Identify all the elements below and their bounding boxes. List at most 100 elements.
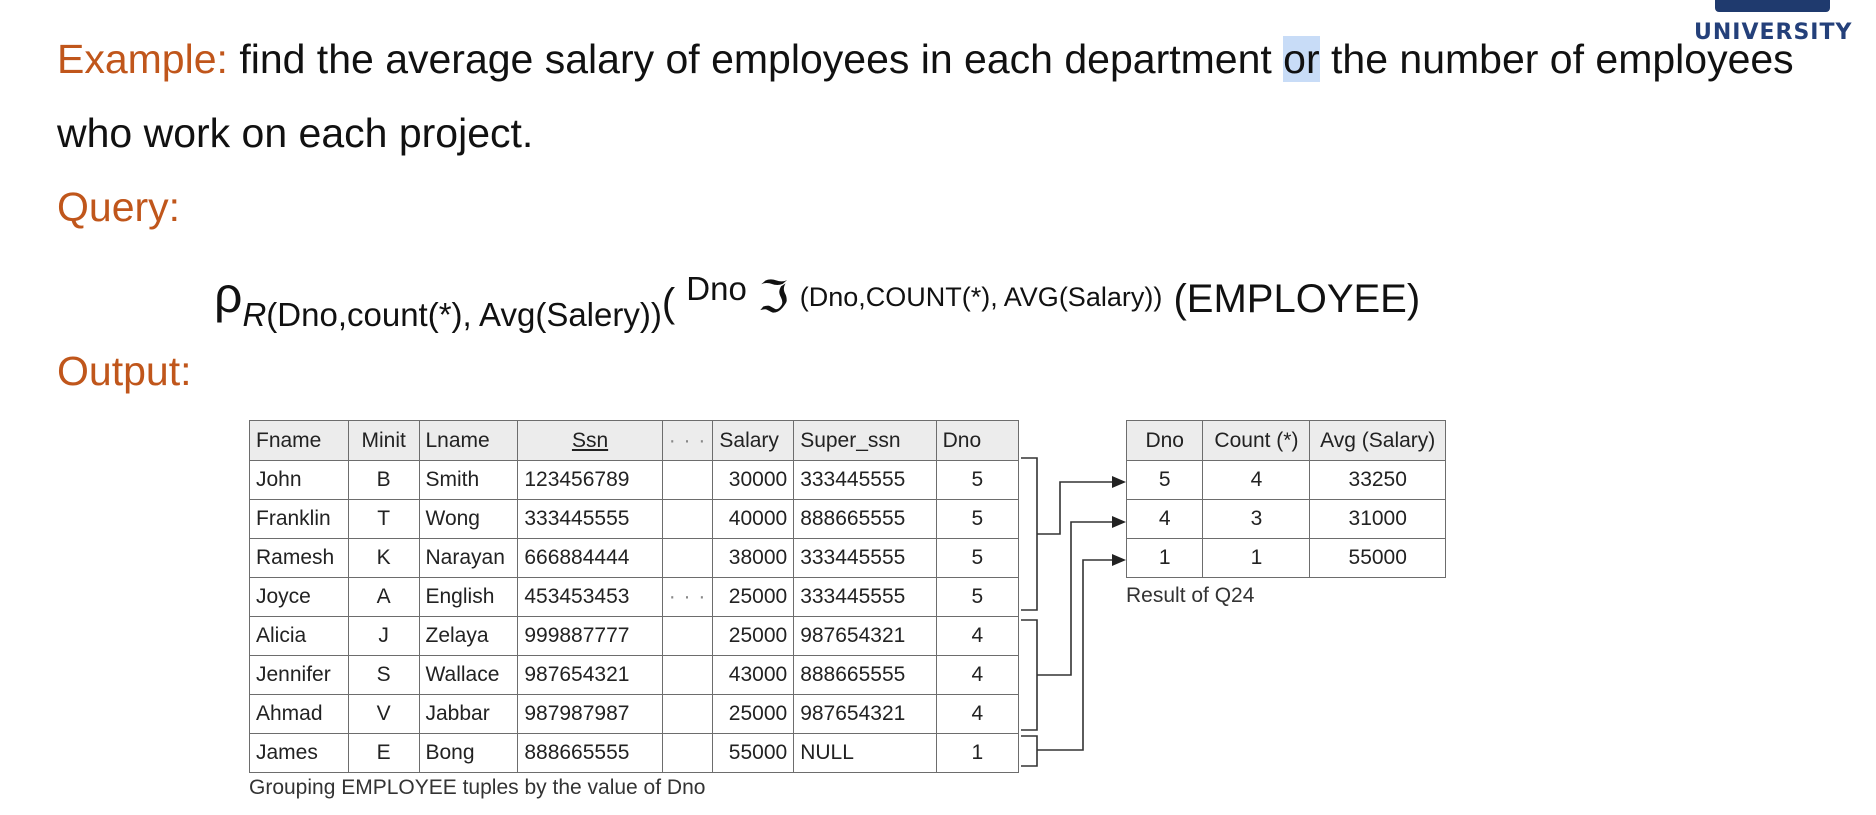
table-cell: 5 [935, 538, 1020, 578]
example-label: Example: [57, 36, 228, 82]
table-cell [661, 655, 714, 695]
bracket-dno-4 [1021, 619, 1038, 731]
table-cell: 38000 [712, 538, 795, 578]
table-cell: 4 [935, 616, 1020, 656]
table-cell: James [249, 733, 349, 773]
table-cell: John [249, 460, 349, 500]
table-cell: 333445555 [793, 460, 937, 500]
table-cell: Wong [418, 499, 519, 539]
table-cell: 4 [1125, 499, 1204, 539]
table-cell: 999887777 [517, 616, 663, 656]
rename-attributes: (Dno,count(*), Avg(Salery)) [266, 296, 662, 333]
university-logo-text: UNIVERSITY [1694, 20, 1853, 45]
arrowhead-icon [1112, 516, 1126, 528]
example-text-part1: find the average salary of employees in … [227, 36, 1284, 82]
table-header-row: Dno Count (*) Avg (Salary) [1125, 420, 1446, 461]
table-cell: 4 [935, 655, 1020, 695]
header-fname: Fname [249, 420, 349, 461]
table-cell: 3 [1202, 499, 1311, 539]
open-paren: ( [661, 281, 676, 325]
header-avg-salary: Avg (Salary) [1309, 420, 1446, 461]
header-dno: Dno [935, 420, 1020, 461]
table-cell: Wallace [418, 655, 519, 695]
aggregate-function-list: (Dno,COUNT(*), AVG(Salary)) [799, 282, 1163, 312]
table-cell: Ahmad [249, 694, 349, 734]
table-cell: 40000 [712, 499, 795, 539]
table-row: Ahmad V Jabbar 987987987 25000 987654321 4 [249, 694, 1020, 734]
query-label: Query: [57, 184, 181, 230]
table-cell: 25000 [712, 577, 795, 617]
arrow-line-group-4 [1037, 521, 1120, 676]
header-lname: Lname [418, 420, 519, 461]
table-cell [661, 499, 714, 539]
bracket-dno-5 [1021, 457, 1038, 611]
table-cell: B [347, 460, 420, 500]
table-cell: 55000 [712, 733, 795, 773]
table-cell: 888665555 [517, 733, 663, 773]
header-ssn: Ssn [517, 420, 663, 461]
table-cell: Narayan [418, 538, 519, 578]
output-label: Output: [57, 348, 192, 394]
rho-symbol: ρ [214, 267, 243, 323]
bracket-dno-1 [1021, 735, 1038, 767]
table-cell: 25000 [712, 616, 795, 656]
table-cell: 33250 [1309, 460, 1446, 500]
table-row: Ramesh K Narayan 666884444 38000 333445555 5 [249, 538, 1020, 578]
table-cell: 987654321 [517, 655, 663, 695]
table-cell [661, 460, 714, 500]
table-cell [661, 538, 714, 578]
result-table: Dno Count (*) Avg (Salary) 5 4 33250 4 3 310… [1125, 420, 1446, 578]
table-cell: 987654321 [793, 694, 937, 734]
table-cell: 4 [935, 694, 1020, 734]
aggregate-function-symbol: ℑ [757, 272, 789, 323]
header-minit: Minit [347, 420, 420, 461]
table-cell: Bong [418, 733, 519, 773]
table-cell: 333445555 [793, 577, 937, 617]
table-cell: Smith [418, 460, 519, 500]
table-cell: · · · [661, 577, 714, 617]
employee-table: Fname Minit Lname Ssn · · · Salary Super… [249, 420, 1020, 773]
example-text-part2: the number of employees [1319, 36, 1794, 82]
table-cell: 43000 [712, 655, 795, 695]
table-cell: 5 [935, 577, 1020, 617]
table-cell: 30000 [712, 460, 795, 500]
example-line-2: who work on each project. [57, 110, 534, 156]
table-cell: 5 [935, 460, 1020, 500]
table-row: 1 1 55000 [1125, 538, 1446, 578]
header-dno: Dno [1125, 420, 1204, 461]
table-cell: 987987987 [517, 694, 663, 734]
table-cell: E [347, 733, 420, 773]
rename-relation: R [242, 296, 267, 333]
table-cell: English [418, 577, 519, 617]
table-cell: 666884444 [517, 538, 663, 578]
table-cell: J [347, 616, 420, 656]
table-cell: 5 [1125, 460, 1204, 500]
grouping-attribute: Dno [686, 270, 747, 307]
table-cell: Alicia [249, 616, 349, 656]
arrowhead-icon [1112, 554, 1126, 566]
result-table-caption: Result of Q24 [1126, 584, 1255, 607]
table-cell: 1 [935, 733, 1020, 773]
table-cell: NULL [793, 733, 937, 773]
table-cell: 888665555 [793, 499, 937, 539]
table-cell: Jennifer [249, 655, 349, 695]
table-cell: 1 [1125, 538, 1204, 578]
table-row: Franklin T Wong 333445555 40000 888665555 5 [249, 499, 1020, 539]
table-cell: 5 [935, 499, 1020, 539]
table-row: Alicia J Zelaya 999887777 25000 987654321 4 [249, 616, 1020, 656]
table-row: 5 4 33250 [1125, 460, 1446, 500]
table-cell: 453453453 [517, 577, 663, 617]
example-line-1: Example: find the average salary of empl… [57, 36, 1794, 83]
rename-subscript: R(Dno,count(*), Avg(Salery)) [242, 296, 661, 333]
table-cell [661, 616, 714, 656]
query-expression: ρR(Dno,count(*), Avg(Salery))( Dno ℑ (Dn… [214, 266, 1420, 333]
table-row: Jennifer S Wallace 987654321 43000 888665555 4 [249, 655, 1020, 695]
employee-table-caption: Grouping EMPLOYEE tuples by the value of… [249, 776, 706, 799]
table-cell: 888665555 [793, 655, 937, 695]
selected-text-highlight[interactable]: or [1283, 36, 1320, 82]
table-cell [661, 733, 714, 773]
table-cell: 55000 [1309, 538, 1446, 578]
table-cell: K [347, 538, 420, 578]
header-salary: Salary [712, 420, 795, 461]
table-cell: Franklin [249, 499, 349, 539]
